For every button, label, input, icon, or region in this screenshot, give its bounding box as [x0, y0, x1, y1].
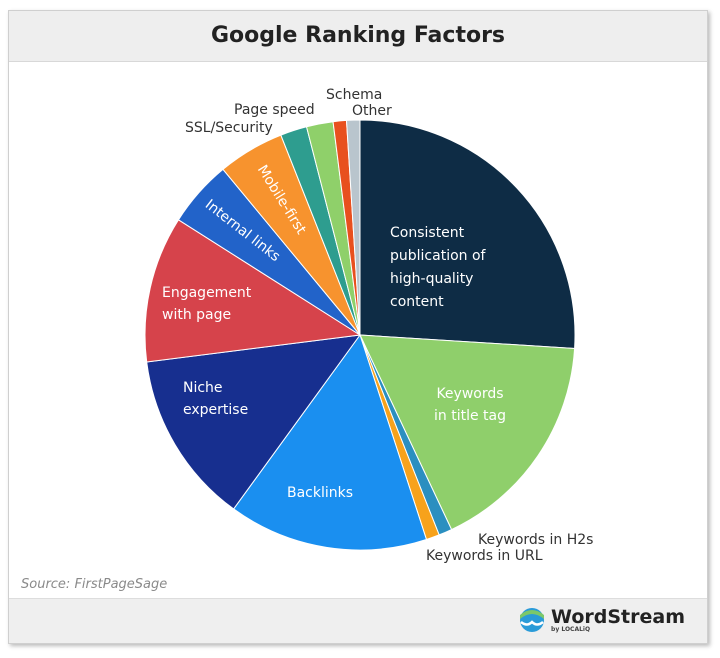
wordstream-wave-icon: [520, 608, 545, 632]
slice-label: Consistent publication of high-quality cont…: [390, 225, 487, 310]
pie-slice-consistent-publication-of-high-quality-content: [359, 119, 576, 350]
slice-label-line: Keywords in URL: [426, 548, 543, 564]
pie-slice-keywords-in-title-tag: [359, 334, 576, 531]
logo-name: WordStream: [551, 605, 685, 628]
logo-byline: by LOCALiQ: [551, 625, 591, 633]
slice-label-line: Keywords: [436, 386, 503, 402]
slice-label: Niche expertise: [183, 380, 248, 418]
slice-label-line: high-quality: [390, 271, 473, 287]
chart-title: Google Ranking Factors: [9, 11, 707, 62]
slice-label-line: Consistent: [390, 225, 465, 241]
slice-label-line: with page: [162, 307, 231, 323]
slice-label: Page speed: [234, 102, 315, 118]
slice-label: Keywords in H2s: [478, 532, 593, 548]
slice-label-line: expertise: [183, 402, 248, 418]
slice-label: Other: [352, 103, 392, 119]
slice-label-line: SSL/Security: [185, 120, 273, 136]
slice-label: Engagement with page: [162, 285, 252, 323]
pie-slice-backlinks: [232, 333, 428, 551]
pie-slice-engagement-with-page: [144, 219, 362, 363]
slice-label: Backlinks: [287, 485, 353, 501]
source-note: Source: FirstPageSage: [21, 577, 168, 592]
pie-slice-other: [345, 119, 361, 336]
wordstream-logo: WordStream by LOCALiQ: [519, 607, 685, 633]
slice-label-line: publication of: [390, 248, 487, 264]
slice-label-line: in title tag: [434, 408, 506, 424]
slice-label-line: Other: [352, 103, 392, 119]
slice-label-line: Keywords in H2s: [478, 532, 593, 548]
slice-label: SSL/Security: [185, 120, 273, 136]
slice-label: Keywords in URL: [426, 548, 543, 564]
slice-label-line: Engagement: [162, 285, 252, 301]
footer-bar: WordStream by LOCALiQ: [9, 598, 707, 643]
pie-slice-niche-expertise: [146, 334, 362, 510]
slice-label-line: Backlinks: [287, 485, 353, 501]
slice-label-line: Niche: [183, 380, 223, 396]
slice-label-line: Page speed: [234, 102, 315, 118]
slice-label-line: content: [390, 294, 444, 310]
slice-label-line: Schema: [326, 87, 382, 103]
slice-label: Keywords in title tag: [434, 386, 506, 424]
slice-label: Schema: [326, 87, 382, 103]
